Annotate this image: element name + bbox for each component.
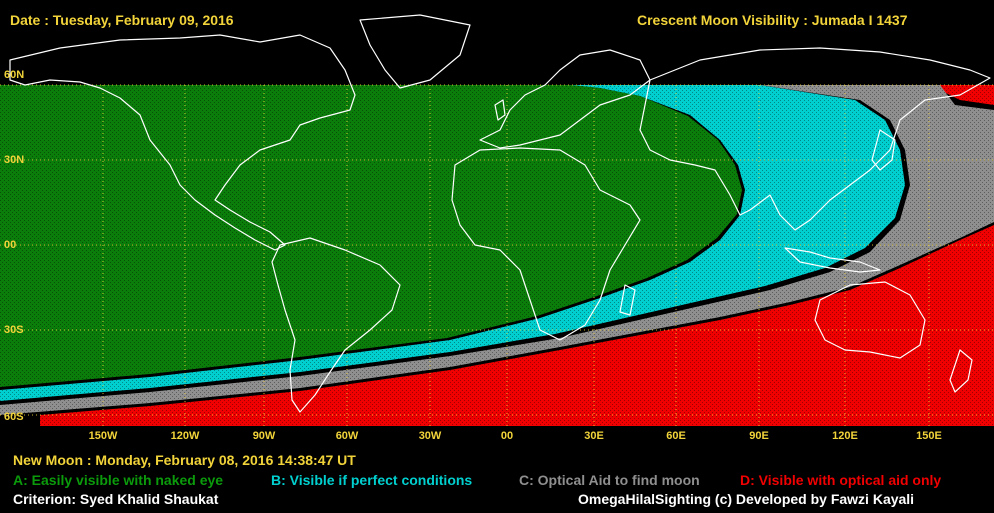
lat-label-60n: 60N: [4, 69, 25, 81]
lon-label-90w: 90W: [252, 430, 276, 442]
map-title: Crescent Moon Visibility : Jumada I 1437: [637, 12, 908, 28]
lon-label-150w: 150W: [88, 430, 118, 442]
legend-zone-d: D: Visible with optical aid only: [740, 472, 942, 488]
legend-zone-b: B: Visible if perfect conditions: [271, 472, 473, 488]
lon-label-150e: 150E: [916, 430, 942, 442]
lon-label-60e: 60E: [666, 430, 686, 442]
criterion-label: Criterion: Syed Khalid Shaukat: [13, 491, 219, 507]
legend-zone-a: A: Easily visible with naked eye: [13, 472, 224, 488]
coastlines: [9, 14, 991, 413]
lon-label-90e: 90E: [749, 430, 769, 442]
uk-outline: [494, 99, 506, 121]
madagascar-outline: [619, 284, 636, 316]
lat-label-30s: 30S: [4, 324, 24, 336]
asia-outline: [639, 47, 991, 231]
lat-label-30n: 30N: [4, 154, 25, 166]
south-america-outline: [271, 237, 401, 413]
lon-label-00: 00: [500, 430, 514, 442]
australia-outline: [814, 281, 926, 359]
lat-label-00: 00: [4, 239, 17, 251]
north-america-outline: [9, 34, 356, 251]
indonesia-outline: [784, 247, 881, 273]
lat-label-60s: 60S: [4, 411, 24, 423]
lon-label-30w: 30W: [418, 430, 442, 442]
lon-label-30e: 30E: [584, 430, 604, 442]
graticule: [0, 84, 994, 426]
japan-outline: [871, 129, 896, 171]
lon-label-120e: 120E: [832, 430, 858, 442]
credit-label: OmegaHilalSighting (c) Developed by Fawz…: [578, 491, 915, 507]
new-moon-label: New Moon : Monday, February 08, 2016 14:…: [13, 452, 356, 468]
lon-label-120w: 120W: [170, 430, 200, 442]
europe-outline: [479, 49, 651, 149]
legend-zone-c: C: Optical Aid to find moon: [519, 472, 700, 488]
date-label: Date : Tuesday, February 09, 2016: [10, 12, 234, 28]
lon-label-60w: 60W: [335, 430, 359, 442]
new-zealand-outline: [949, 349, 973, 393]
greenland-outline: [359, 14, 471, 89]
africa-outline: [451, 147, 641, 341]
